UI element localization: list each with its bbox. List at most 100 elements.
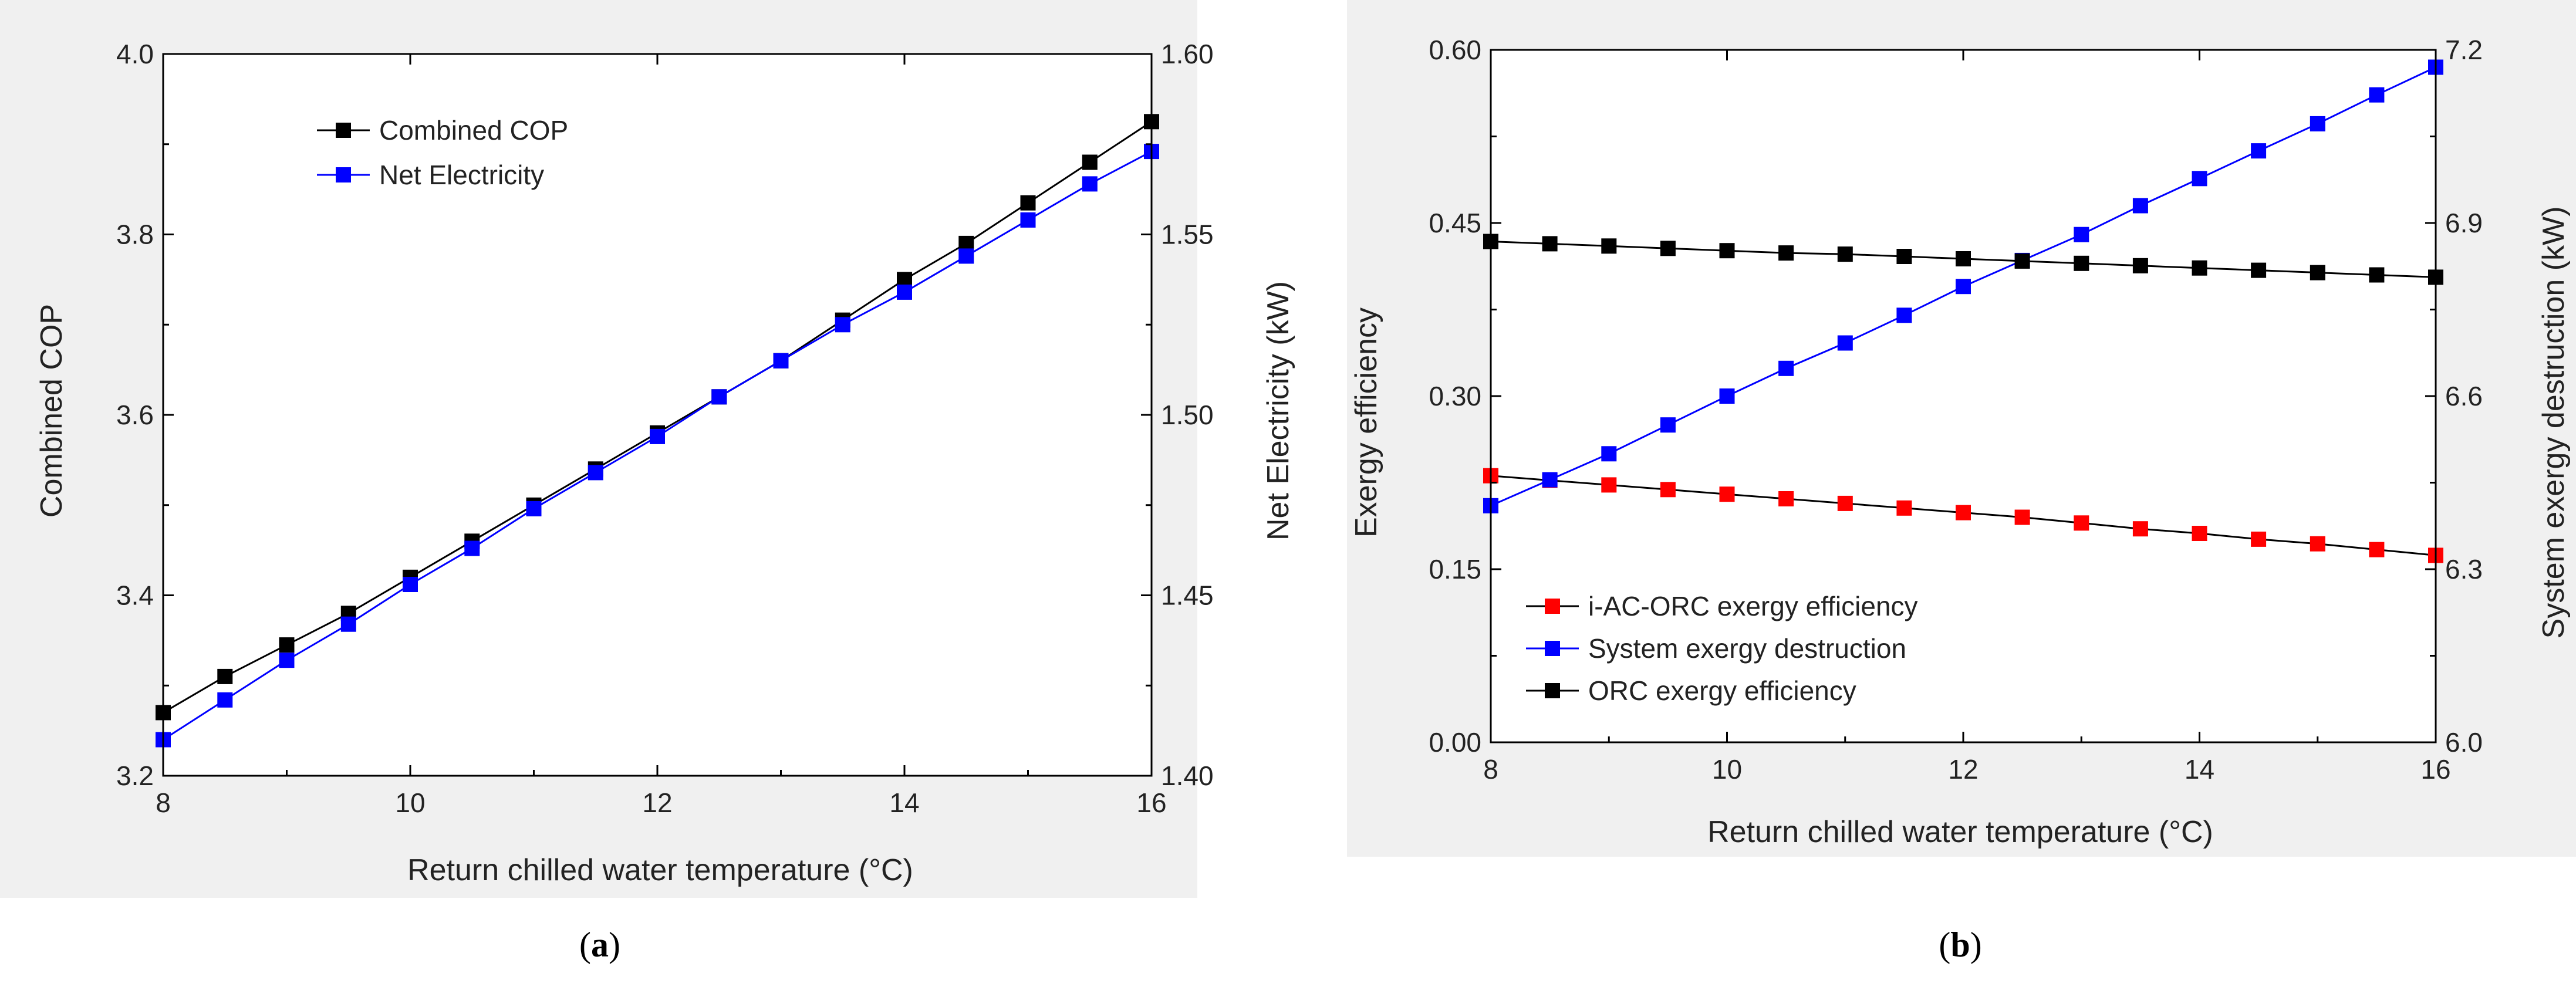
chart-a-axes: 8 10 12 14 16 3.2 3.4 3.6 3.8 4.0 1.40 1.45 1.50 1.55…	[116, 39, 1213, 818]
chart-a-y2-tick-label-0: 1.40	[1161, 760, 1214, 791]
chart-b-y2-tick-label-2: 6.6	[2445, 381, 2483, 411]
chart-b-series-1-point-10	[2074, 227, 2089, 242]
chart-b-series-0-point-11	[2132, 521, 2148, 537]
chart-a-y2-tick-label-3: 1.55	[1161, 219, 1214, 250]
chart-b-series-1-point-5	[1778, 360, 1794, 376]
chart-a-series-1-point-3	[340, 616, 356, 632]
chart-a-plot-area	[163, 54, 1152, 776]
chart-b-series-0-point-13	[2251, 531, 2267, 547]
chart-b-series-2-point-12	[2192, 260, 2207, 276]
chart-a-legend-marker-0	[336, 123, 351, 138]
chart-b-series-1-point-12	[2192, 171, 2207, 187]
chart-b-series-2-point-4	[1719, 243, 1735, 259]
chart-b-series-2-point-6	[1837, 246, 1853, 262]
chart-b-series-1-point-3	[1660, 417, 1676, 433]
chart-a-series-1-point-15	[1082, 176, 1098, 192]
chart-a-legend-label-0: Combined COP	[379, 115, 568, 146]
chart-a-y2-axis-title: Net Electricity (kW)	[1261, 281, 1295, 540]
chart-b-legend-label-2: ORC exergy efficiency	[1588, 675, 1856, 706]
chart-a-y2-tick-label-2: 1.50	[1161, 400, 1214, 430]
chart-b-y-tick-label-1: 0.15	[1429, 554, 1481, 584]
chart-a-y2-tick-label-1: 1.45	[1161, 580, 1214, 611]
caption-a-open: (	[579, 925, 591, 964]
chart-b-series-0-point-5	[1778, 491, 1794, 506]
chart-b-series-0-point-2	[1601, 477, 1617, 493]
chart-b-series-0-point-15	[2369, 542, 2385, 557]
chart-b-series-0-point-3	[1660, 482, 1676, 498]
chart-b-legend-label-1: System exergy destruction	[1588, 633, 1906, 664]
chart-b-plot-area	[1491, 50, 2436, 742]
chart-a-y-tick-label-3: 3.8	[116, 219, 154, 250]
chart-a-grid-and-series	[156, 54, 1159, 776]
chart-a-y-tick-label-1: 3.4	[116, 580, 154, 611]
chart-b-series-0-point-10	[2074, 515, 2089, 531]
chart-b-series-2-point-1	[1542, 236, 1558, 252]
chart-b-legend-marker-1	[1545, 641, 1560, 656]
chart-b-series-2-point-3	[1660, 241, 1676, 256]
chart-b-series-1-point-11	[2132, 198, 2148, 214]
chart-b-series-1-point-6	[1837, 335, 1853, 351]
chart-b-y-tick-label-2: 0.30	[1429, 381, 1481, 411]
chart-b-series-1-point-2	[1601, 446, 1617, 462]
chart-a-y2-tick-label-4: 1.60	[1161, 39, 1214, 69]
chart-b-series-1-point-13	[2251, 143, 2267, 159]
chart-a-series-1-point-14	[1020, 212, 1036, 228]
chart-a-series-1-point-1	[217, 692, 233, 708]
chart-a: 8 10 12 14 16 3.2 3.4 3.6 3.8 4.0 1.40 1.45 1.50 1.55…	[0, 0, 1295, 898]
chart-a-x-tick-label-1: 10	[395, 787, 425, 818]
chart-a-series-0-point-1	[217, 668, 233, 684]
chart-b-series-0-point-8	[1956, 505, 1971, 520]
chart-b-legend-marker-2	[1545, 683, 1560, 698]
chart-a-y-tick-label-4: 4.0	[116, 39, 154, 69]
chart-a-series-1-point-10	[773, 353, 789, 369]
chart-a-series-1-point-11	[835, 317, 850, 333]
chart-b-y2-tick-label-1: 6.3	[2445, 554, 2483, 584]
chart-b-series-0-point-7	[1896, 500, 1912, 516]
chart-b-series-2-point-8	[1956, 251, 1971, 266]
chart-b-series-2-point-15	[2369, 267, 2385, 283]
chart-b-series-1-point-1	[1542, 472, 1558, 488]
chart-b-x-tick-label-2: 12	[1948, 754, 1978, 785]
chart-a-series-1-point-8	[650, 428, 665, 444]
svg-text:(a): (a)	[579, 925, 620, 964]
caption-a: (a)	[579, 925, 620, 964]
chart-b-series-2-point-7	[1896, 249, 1912, 264]
chart-b: 8 10 12 14 16 0.00 0.15 0.30 0.45 0.60 6.0 6.3 6.6 6.…	[1347, 0, 2576, 857]
chart-b-series-2-point-2	[1601, 238, 1617, 254]
chart-b-grid-and-series	[1483, 50, 2443, 742]
chart-b-series-2-point-13	[2251, 262, 2267, 278]
chart-b-series-2-point-9	[2014, 253, 2030, 269]
chart-a-series-1-point-4	[403, 577, 418, 592]
chart-b-axes: 8 10 12 14 16 0.00 0.15 0.30 0.45 0.60 6.0 6.3 6.6 6.…	[1429, 35, 2482, 785]
chart-b-legend-label-0: i-AC-ORC exergy efficiency	[1588, 591, 1918, 621]
chart-b-series-0-point-9	[2014, 509, 2030, 525]
chart-a-legend-marker-1	[336, 167, 351, 182]
caption-b-close: )	[1970, 925, 1982, 964]
chart-b-y-tick-label-4: 0.60	[1429, 35, 1481, 65]
chart-b-series-0-point-4	[1719, 486, 1735, 502]
chart-a-series-0-point-14	[1020, 195, 1036, 211]
chart-a-x-tick-label-0: 8	[156, 787, 171, 818]
chart-a-legend-label-1: Net Electricity	[379, 160, 544, 190]
caption-b-letter: b	[1950, 925, 1970, 964]
chart-b-series-2-point-14	[2310, 265, 2325, 280]
chart-b-series-1-point-7	[1896, 307, 1912, 323]
chart-b-series-1-point-14	[2310, 116, 2325, 131]
chart-b-x-tick-label-0: 8	[1483, 754, 1498, 785]
chart-a-x-tick-label-3: 14	[889, 787, 919, 818]
chart-b-series-1-point-15	[2369, 87, 2385, 103]
chart-a-series-1-point-6	[526, 501, 542, 516]
chart-a-series-1-point-13	[958, 248, 974, 264]
chart-b-legend: i-AC-ORC exergy efficiency System exergy …	[1526, 591, 1918, 706]
svg-text:(b): (b)	[1939, 925, 1981, 964]
chart-b-x-tick-label-3: 14	[2185, 754, 2214, 785]
chart-b-series-0-point-6	[1837, 495, 1853, 511]
chart-b-series-0-point-14	[2310, 536, 2325, 552]
chart-b-y-axis-title: Exergy efficiency	[1349, 307, 1383, 538]
chart-a-legend: Combined COP Net Electricity	[317, 115, 568, 190]
chart-b-series-2-point-10	[2074, 255, 2089, 271]
chart-b-x-tick-label-4: 16	[2420, 754, 2450, 785]
chart-a-series-1-point-5	[464, 540, 480, 556]
chart-a-series-0-point-15	[1082, 154, 1098, 170]
